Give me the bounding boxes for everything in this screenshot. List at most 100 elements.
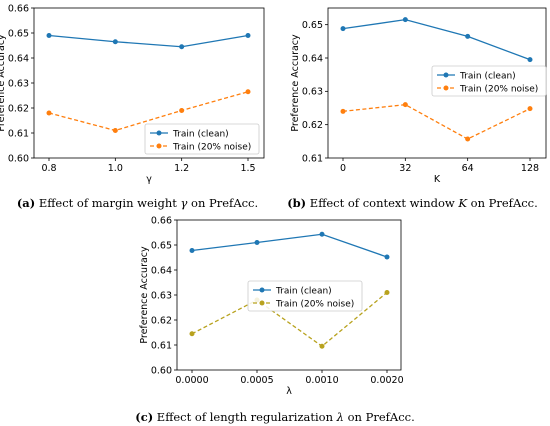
- series-line: [342, 103, 531, 140]
- legend-label: Train (clean): [275, 286, 332, 296]
- caption-label: (a): [16, 196, 36, 210]
- legend-box: [247, 280, 363, 312]
- x-tick-label: 1.0: [108, 163, 123, 174]
- legend-box: [431, 65, 547, 97]
- data-point: [527, 106, 533, 112]
- legend-marker: [443, 72, 449, 78]
- caption-b: (b) Effect of context window K on PrefAc…: [275, 196, 550, 210]
- legend-label: Train (clean): [459, 71, 516, 81]
- legend-label: Train (clean): [172, 129, 229, 139]
- legend-marker: [156, 130, 162, 136]
- caption-text: Effect of margin weight: [35, 196, 181, 210]
- caption-text: Effect of context window: [306, 196, 459, 210]
- data-point: [46, 110, 52, 116]
- legend-marker: [259, 300, 265, 306]
- data-point: [179, 44, 185, 50]
- caption-symbol: γ: [180, 196, 188, 210]
- data-point: [245, 89, 251, 95]
- data-point: [384, 290, 390, 295]
- chart-panel: 0.61 0.62 0.63 0.64 0.65 0 32 64 128 K Preference …: [290, 7, 547, 185]
- data-point: [189, 248, 195, 253]
- y-tick-label: 0.62: [8, 103, 29, 114]
- data-point: [112, 39, 118, 45]
- data-point: [319, 231, 325, 237]
- y-tick-label: 0.60: [151, 365, 172, 376]
- legend-marker: [156, 143, 162, 149]
- y-tick-label: 0.63: [151, 290, 172, 301]
- data-point: [340, 108, 346, 114]
- caption-text: on PrefAcc.: [187, 196, 259, 210]
- data-point: [465, 136, 471, 142]
- x-tick-label: 0: [340, 163, 346, 174]
- y-tick-label: 0.61: [151, 340, 172, 351]
- y-tick-label: 0.65: [8, 28, 29, 39]
- caption-label: (c): [135, 410, 154, 424]
- y-tick-label: 0.65: [302, 20, 323, 31]
- y-tick-label: 0.66: [8, 3, 29, 14]
- x-tick-label: 0.0000: [175, 375, 208, 386]
- caption-symbol: K: [458, 196, 467, 210]
- data-point: [384, 254, 390, 260]
- legend-label: Train (20% noise): [172, 142, 251, 152]
- data-point: [319, 343, 325, 349]
- caption-text: Effect of length regularization: [153, 410, 337, 424]
- y-tick-label: 0.62: [151, 315, 172, 326]
- y-tick-label: 0.65: [151, 240, 172, 251]
- series-line: [191, 233, 388, 258]
- x-tick-label: 1.2: [174, 163, 189, 174]
- chart-panel: 0.60 0.61 0.62 0.63 0.64 0.65 0.66 0.8 1.0 1.2 1.5…: [0, 3, 265, 185]
- data-point: [179, 108, 185, 113]
- x-tick-label: 128: [521, 163, 539, 174]
- y-tick-label: 0.62: [302, 120, 323, 131]
- x-axis-label: γ: [146, 174, 152, 185]
- data-point: [189, 331, 195, 337]
- caption-label: (b): [287, 196, 307, 210]
- legend-marker: [259, 287, 265, 293]
- legend-marker: [443, 85, 449, 91]
- data-point: [340, 26, 346, 32]
- series-line: [48, 34, 249, 48]
- y-tick-label: 0.61: [302, 153, 323, 164]
- series-line: [191, 291, 388, 348]
- data-point: [112, 128, 118, 133]
- caption-c: (c) Effect of length regularization λ on…: [0, 410, 550, 424]
- caption-text: on PrefAcc.: [343, 410, 415, 424]
- caption-symbol: λ: [336, 410, 344, 424]
- y-tick-label: 0.64: [302, 53, 323, 64]
- legend-label: Train (20% noise): [459, 84, 538, 94]
- y-tick-label: 0.64: [8, 53, 29, 64]
- y-tick-label: 0.60: [8, 153, 29, 164]
- series-line: [48, 91, 249, 132]
- data-point: [402, 102, 408, 108]
- x-tick-label: 0.0010: [305, 375, 338, 386]
- caption-text: on PrefAcc.: [467, 196, 538, 210]
- legend-box: [144, 123, 260, 155]
- y-axis-label: Preference Accuracy: [139, 246, 150, 344]
- x-axis-label: K: [434, 174, 441, 185]
- data-point: [402, 17, 408, 23]
- x-tick-label: 0.0005: [240, 375, 273, 386]
- y-tick-label: 0.61: [8, 128, 29, 139]
- data-point: [46, 33, 52, 38]
- series-line: [342, 19, 531, 61]
- y-tick-label: 0.64: [151, 265, 172, 276]
- data-point: [527, 57, 533, 63]
- x-tick-label: 64: [462, 163, 474, 174]
- x-tick-label: 1.5: [240, 163, 255, 174]
- caption-a: (a) Effect of margin weight γ on PrefAcc…: [0, 196, 275, 210]
- x-tick-label: 0.8: [41, 163, 56, 174]
- legend-label: Train (20% noise): [275, 299, 354, 309]
- x-tick-label: 0.0020: [370, 375, 403, 386]
- data-point: [254, 240, 260, 245]
- y-tick-label: 0.66: [151, 215, 172, 226]
- chart-panel: 0.60 0.61 0.62 0.63 0.64 0.65 0.66 0.0000 0.0005…: [139, 215, 404, 397]
- data-point: [245, 33, 251, 38]
- y-axis-label: Preference Accuracy: [290, 34, 301, 132]
- y-axis-label: Preference Accuracy: [0, 34, 7, 132]
- y-tick-label: 0.63: [302, 87, 323, 98]
- x-axis-label: λ: [286, 386, 292, 397]
- y-tick-label: 0.63: [8, 78, 29, 89]
- x-tick-label: 32: [399, 163, 411, 174]
- data-point: [465, 33, 471, 39]
